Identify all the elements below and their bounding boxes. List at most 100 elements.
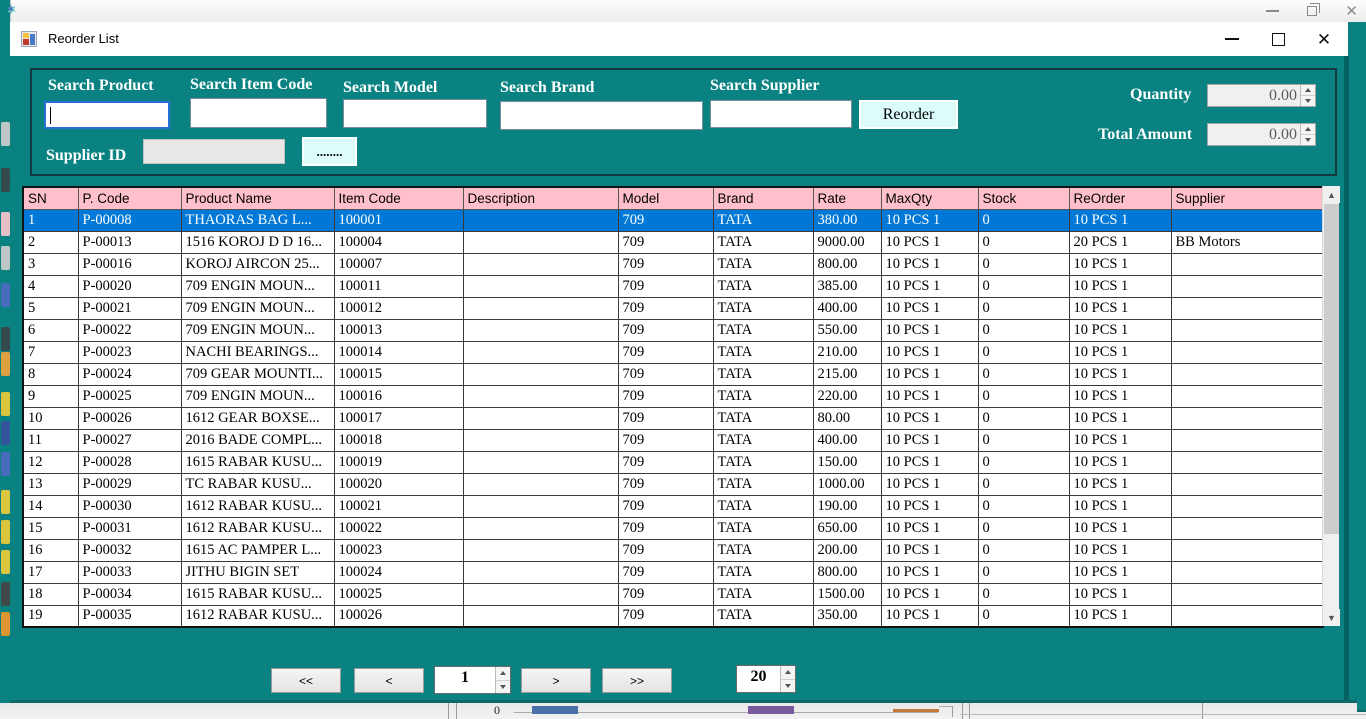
table-row[interactable]: 13 P-00029 TC RABAR KUSU... 100020 709 TATA 10… [22, 472, 1324, 496]
spin-down-icon[interactable] [496, 680, 510, 693]
close-button[interactable]: ✕ [1314, 29, 1334, 49]
column-header[interactable]: MaxQty [880, 186, 979, 210]
page-last-button[interactable]: >> [602, 668, 672, 693]
table-row[interactable]: 12 P-00028 1615 RABAR KUSU... 100019 709 TATA… [22, 450, 1324, 474]
table-row[interactable]: 15 P-00031 1612 RABAR KUSU... 100022 709 TATA… [22, 516, 1324, 540]
grid-cell: 709 [617, 604, 714, 628]
grid-cell [1170, 362, 1324, 386]
grid-cell: 10 PCS 1 [1068, 516, 1172, 540]
column-header[interactable]: Brand [712, 186, 814, 210]
grid-cell: 100026 [333, 604, 464, 628]
desktop-icon-fragment [1, 421, 10, 445]
column-header[interactable]: Supplier [1170, 186, 1324, 210]
grid-cell [1170, 450, 1324, 474]
minimize-button[interactable] [1222, 29, 1242, 49]
maximize-button[interactable] [1268, 29, 1288, 49]
column-header[interactable]: SN [22, 186, 79, 210]
page-next-button[interactable]: > [521, 668, 591, 693]
table-row[interactable]: 9 P-00025 709 ENGIN MOUN... 100016 709 TATA 22… [22, 384, 1324, 408]
grid-cell: 100025 [333, 582, 464, 606]
table-row[interactable]: 16 P-00032 1615 AC PAMPER L... 100023 709 TAT… [22, 538, 1324, 562]
grid-cell: 200.00 [812, 538, 882, 562]
spin-up-icon[interactable] [1301, 85, 1315, 96]
grid-cell: 10 PCS 1 [880, 582, 979, 606]
column-header[interactable]: P. Code [77, 186, 182, 210]
table-row[interactable]: 5 P-00021 709 ENGIN MOUN... 100012 709 TATA 40… [22, 296, 1324, 320]
table-row[interactable]: 2 P-00013 1516 KOROJ D D 16... 100004 709 TAT… [22, 230, 1324, 254]
table-row[interactable]: 10 P-00026 1612 GEAR BOXSE... 100017 709 TATA… [22, 406, 1324, 430]
table-row[interactable]: 14 P-00030 1612 RABAR KUSU... 100021 709 TATA… [22, 494, 1324, 518]
grid-cell [1170, 384, 1324, 408]
table-row[interactable]: 3 P-00016 KOROJ AIRCON 25... 100007 709 TATA 8… [22, 252, 1324, 276]
table-row[interactable]: 1 P-00008 THAORAS BAG L... 100001 709 TATA 380… [22, 208, 1324, 232]
page-first-button[interactable]: << [271, 668, 341, 693]
table-row[interactable]: 18 P-00034 1615 RABAR KUSU... 100025 709 TATA… [22, 582, 1324, 606]
spin-up-icon[interactable] [781, 666, 795, 680]
column-header[interactable]: Stock [977, 186, 1070, 210]
table-row[interactable]: 6 P-00022 709 ENGIN MOUN... 100013 709 TATA 55… [22, 318, 1324, 342]
grid-cell: 100013 [333, 318, 464, 342]
grid-cell: 709 [617, 538, 714, 562]
supplier-id-label: Supplier ID [46, 147, 127, 164]
grid-cell [462, 494, 619, 518]
grid-cell: 0 [977, 208, 1070, 232]
table-row[interactable]: 17 P-00033 JITHU BIGIN SET 100024 709 TATA 800… [22, 560, 1324, 584]
page-number-stepper[interactable]: 1 [434, 666, 511, 694]
reorder-button[interactable]: Reorder [859, 100, 958, 129]
grid-cell: 709 [617, 208, 714, 232]
outer-restore-icon[interactable] [1307, 3, 1321, 16]
scroll-up-icon[interactable]: ▲ [1323, 186, 1340, 203]
page-size-stepper[interactable]: 20 [736, 665, 796, 693]
app-sparkle-icon: ✶ [5, 1, 17, 17]
grid-cell [462, 560, 619, 584]
background-divider [448, 703, 449, 719]
column-header[interactable]: Product Name [180, 186, 335, 210]
spin-up-icon[interactable] [1301, 124, 1315, 135]
grid-cell: 709 [617, 362, 714, 386]
table-row[interactable]: 8 P-00024 709 GEAR MOUNTI... 100015 709 TATA 2… [22, 362, 1324, 386]
spin-down-icon[interactable] [1301, 135, 1315, 145]
search-product-input[interactable] [44, 101, 170, 129]
search-model-input[interactable] [343, 99, 487, 128]
grid-cell: 0 [977, 516, 1070, 540]
grid-cell: 100021 [333, 494, 464, 518]
column-header[interactable]: Description [462, 186, 619, 210]
table-row[interactable]: 19 P-00035 1612 RABAR KUSU... 100026 709 TATA… [22, 604, 1324, 628]
grid-cell: 0 [977, 538, 1070, 562]
grid-cell [462, 406, 619, 430]
table-row[interactable]: 4 P-00020 709 ENGIN MOUN... 100011 709 TATA 38… [22, 274, 1324, 298]
grid-cell [462, 252, 619, 276]
window-titlebar[interactable]: Reorder List ✕ [10, 22, 1348, 56]
spin-down-icon[interactable] [781, 679, 795, 692]
column-header[interactable]: Item Code [333, 186, 464, 210]
grid-cell: P-00029 [77, 472, 182, 496]
outer-close-icon[interactable]: ✕ [1345, 2, 1358, 20]
grid-cell [462, 296, 619, 320]
table-row[interactable]: 7 P-00023 NACHI BEARINGS... 100014 709 TATA 21… [22, 340, 1324, 364]
column-header[interactable]: Model [617, 186, 714, 210]
supplier-id-input[interactable] [143, 139, 285, 164]
quantity-stepper[interactable]: 0.00 [1207, 84, 1316, 107]
column-header[interactable]: ReOrder [1068, 186, 1172, 210]
column-header[interactable]: Rate [812, 186, 882, 210]
grid-cell: 10 PCS 1 [880, 340, 979, 364]
total-amount-stepper[interactable]: 0.00 [1207, 123, 1316, 146]
page-prev-button[interactable]: < [354, 668, 424, 693]
search-brand-input[interactable] [500, 101, 703, 130]
grid-cell: 709 [617, 582, 714, 606]
spin-up-icon[interactable] [496, 667, 510, 681]
supplier-browse-button[interactable]: ........ [302, 137, 357, 166]
search-supplier-input[interactable] [710, 100, 852, 128]
spin-down-icon[interactable] [1301, 96, 1315, 106]
grid-cell: 210.00 [812, 340, 882, 364]
outer-minimize-icon[interactable] [1266, 10, 1280, 12]
grid-cell: 0 [977, 362, 1070, 386]
scrollbar-thumb[interactable] [1324, 204, 1339, 534]
grid-cell [1170, 472, 1324, 496]
scroll-down-icon[interactable]: ▼ [1323, 609, 1340, 626]
grid-cell: 550.00 [812, 318, 882, 342]
table-row[interactable]: 11 P-00027 2016 BADE COMPL... 100018 709 TATA… [22, 428, 1324, 452]
grid-vertical-scrollbar[interactable]: ▲ ▼ [1322, 186, 1340, 626]
search-item-code-input[interactable] [190, 98, 327, 128]
grid-cell: 100004 [333, 230, 464, 254]
